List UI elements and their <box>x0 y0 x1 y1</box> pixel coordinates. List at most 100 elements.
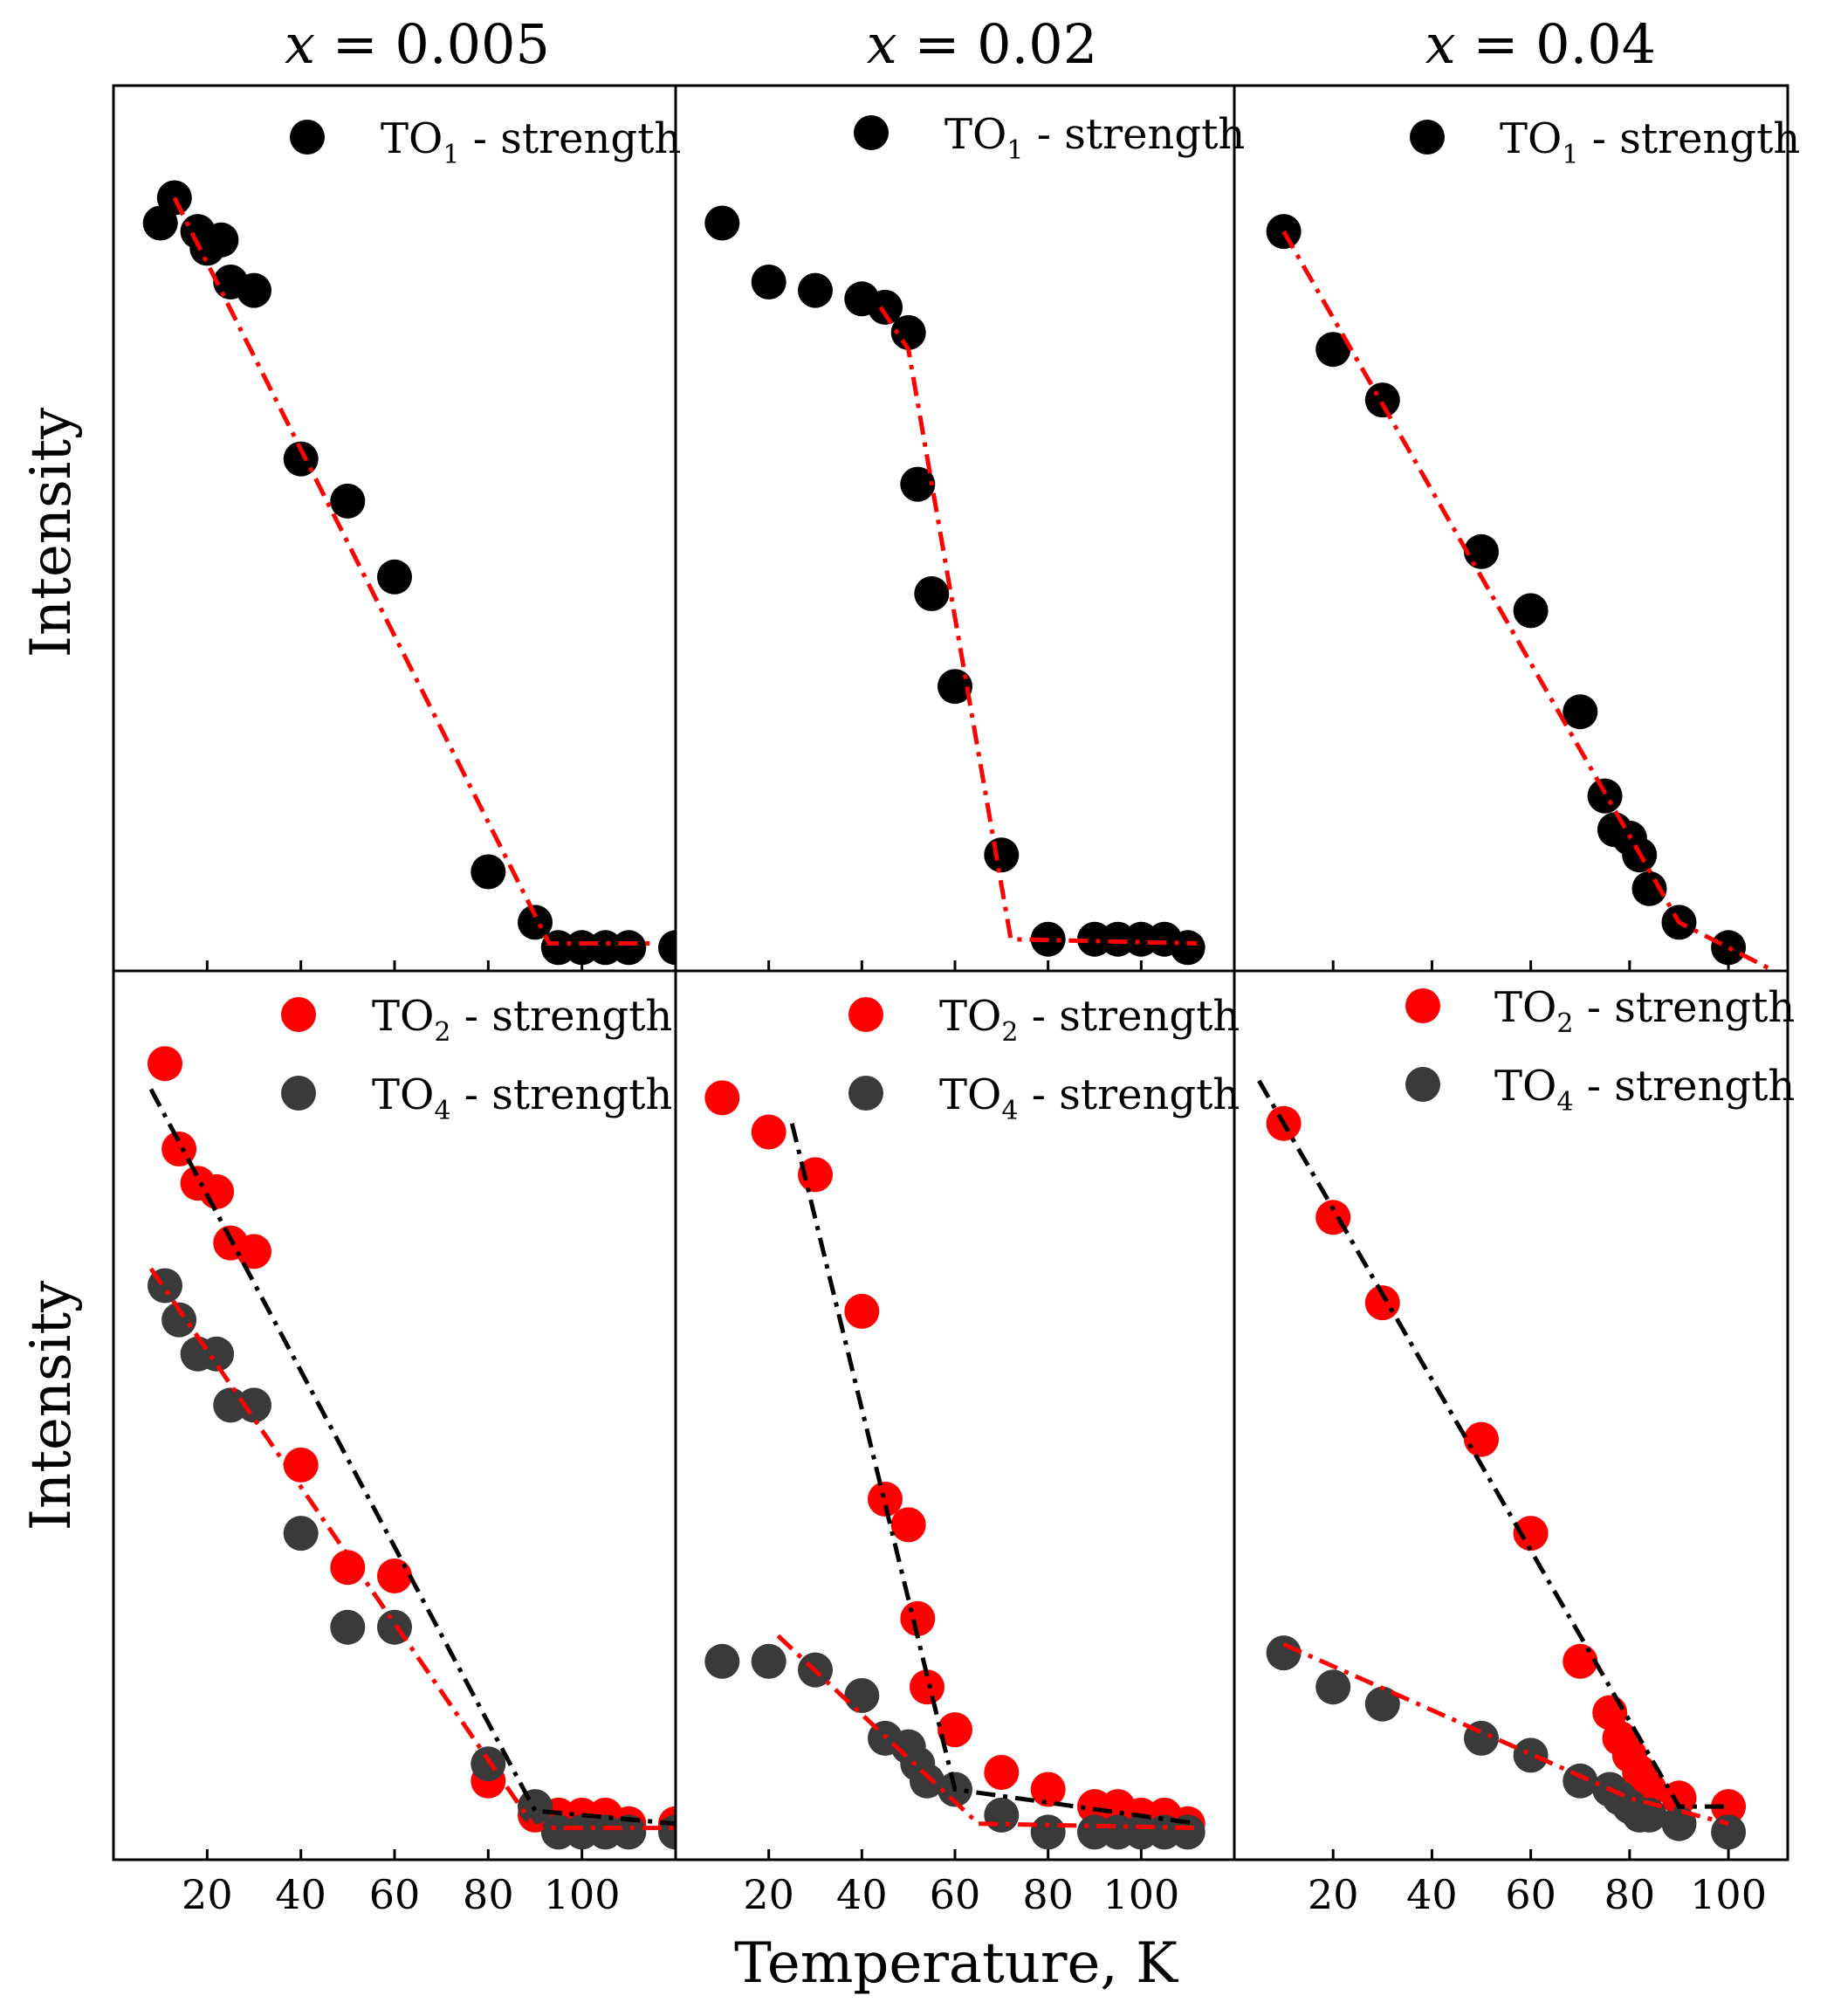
data-point-a <box>984 1755 1020 1790</box>
data-point-a <box>518 905 553 940</box>
data-point-b <box>1563 1763 1598 1799</box>
data-point-a <box>868 289 903 325</box>
data-point-a <box>1364 382 1400 418</box>
column-title-2: x = 0.02 <box>867 12 1097 76</box>
legend-marker-to1 <box>854 115 889 150</box>
data-point-b <box>1266 1635 1302 1671</box>
data-point-a <box>1563 694 1598 730</box>
x-tick-label: 100 <box>1690 1871 1767 1918</box>
data-point-a <box>890 1507 926 1543</box>
data-point-a <box>377 559 412 595</box>
fit-line <box>148 1267 676 1831</box>
panel-top-left <box>142 180 676 971</box>
x-tick-label: 20 <box>1308 1871 1359 1918</box>
data-point-a <box>199 1173 235 1209</box>
panel-bottom-right: 20 40 60 80 100 <box>1257 1079 1767 1918</box>
panel-top-middle <box>704 205 1205 971</box>
data-point-a <box>148 1046 182 1082</box>
legend-marker-to2 <box>281 997 316 1032</box>
data-point-b <box>237 1387 271 1423</box>
data-point-a <box>377 1558 412 1593</box>
legend-label-to1: TO1 - strength <box>381 114 681 170</box>
panel-content <box>1266 214 1779 971</box>
legend-bottom-right: TO2 - strength TO4 - strength <box>1405 983 1795 1118</box>
data-point-a <box>1711 1789 1747 1825</box>
legend-top-left: TO1 - strength <box>290 114 681 170</box>
y-axis-label-top: Intensity <box>19 408 84 658</box>
data-point-a <box>798 272 833 308</box>
column-title-3: x = 0.04 <box>1425 12 1656 76</box>
data-point-b <box>751 1643 786 1679</box>
data-point-b <box>330 1609 366 1645</box>
data-point-a <box>1587 778 1623 814</box>
data-point-b <box>611 1814 647 1850</box>
data-point-a <box>844 1293 880 1329</box>
data-point-a <box>938 1712 972 1748</box>
fit-line <box>776 1634 1198 1831</box>
legend-top-middle: TO1 - strength <box>854 110 1245 166</box>
data-point-a <box>704 1080 740 1116</box>
data-point-b <box>1315 1669 1351 1705</box>
y-axis-label-bottom: Intensity <box>19 1281 84 1531</box>
data-point-a <box>283 441 319 477</box>
panel-content <box>148 1046 676 1850</box>
fit-line <box>1281 230 1779 971</box>
fit-line <box>789 1123 1198 1827</box>
data-point-a <box>868 1482 903 1517</box>
data-point-b <box>199 1336 235 1372</box>
panel-frame <box>112 84 1789 1861</box>
data-point-a <box>751 1114 786 1150</box>
panel-content <box>704 205 1205 966</box>
x-axis-label: Temperature, K <box>734 1931 1178 1996</box>
data-point-a <box>910 1669 944 1705</box>
data-point-a <box>1711 930 1747 966</box>
data-point-a <box>704 205 740 241</box>
data-point-a <box>161 1132 197 1166</box>
data-point-a <box>1631 870 1667 906</box>
data-point-a <box>1464 1421 1499 1457</box>
data-point-b <box>470 1746 506 1782</box>
data-point-a <box>470 854 506 890</box>
data-point-b <box>910 1763 944 1799</box>
legend-label-to2: TO2 - strength <box>372 992 672 1048</box>
data-point-a <box>1563 1643 1598 1679</box>
data-point-a <box>1030 1772 1066 1807</box>
legend-label-to2: TO2 - strength <box>939 992 1240 1048</box>
fit-line <box>172 196 653 946</box>
data-point-b <box>1711 1814 1747 1850</box>
legend-bottom-left: TO2 - strength TO4 - strength <box>281 992 672 1126</box>
data-point-b <box>844 1678 880 1713</box>
data-point-a <box>914 576 950 611</box>
data-point-b <box>283 1516 319 1552</box>
x-tick-label: 40 <box>1406 1871 1458 1918</box>
data-point-a <box>751 265 786 299</box>
legend-label-to4: TO4 - strength <box>939 1070 1240 1126</box>
data-point-a <box>658 930 676 966</box>
data-point-b <box>984 1797 1020 1833</box>
column-title-1: x = 0.005 <box>285 12 550 76</box>
panel-top-right <box>1266 214 1779 971</box>
fit-line <box>148 1088 676 1827</box>
frame-border <box>112 84 1789 1861</box>
panel-content <box>142 180 676 966</box>
legend-marker-to4 <box>1405 1067 1440 1102</box>
data-point-a <box>330 1550 366 1586</box>
data-point-a <box>611 930 647 966</box>
legend-marker-to2 <box>1405 988 1440 1023</box>
x-tick-label: 60 <box>369 1871 421 1918</box>
legend-marker-to1 <box>1410 120 1445 155</box>
fit-line <box>1257 1079 1729 1809</box>
x-tick-label: 100 <box>1102 1871 1179 1918</box>
x-tick-label: 100 <box>544 1871 621 1918</box>
fit-line <box>878 306 1198 946</box>
x-tick-label: 40 <box>275 1871 326 1918</box>
data-point-a <box>1464 533 1499 569</box>
plot-area: 20 40 60 80 100 20 40 60 80 100 20 40 60 80 100 <box>142 180 1779 1918</box>
x-tick-label: 80 <box>463 1871 514 1918</box>
data-point-a <box>203 222 239 258</box>
data-point-b <box>161 1302 197 1338</box>
x-tick-label: 60 <box>930 1871 981 1918</box>
legend-marker-to4 <box>848 1076 883 1111</box>
x-tick-label: 80 <box>1022 1871 1074 1918</box>
